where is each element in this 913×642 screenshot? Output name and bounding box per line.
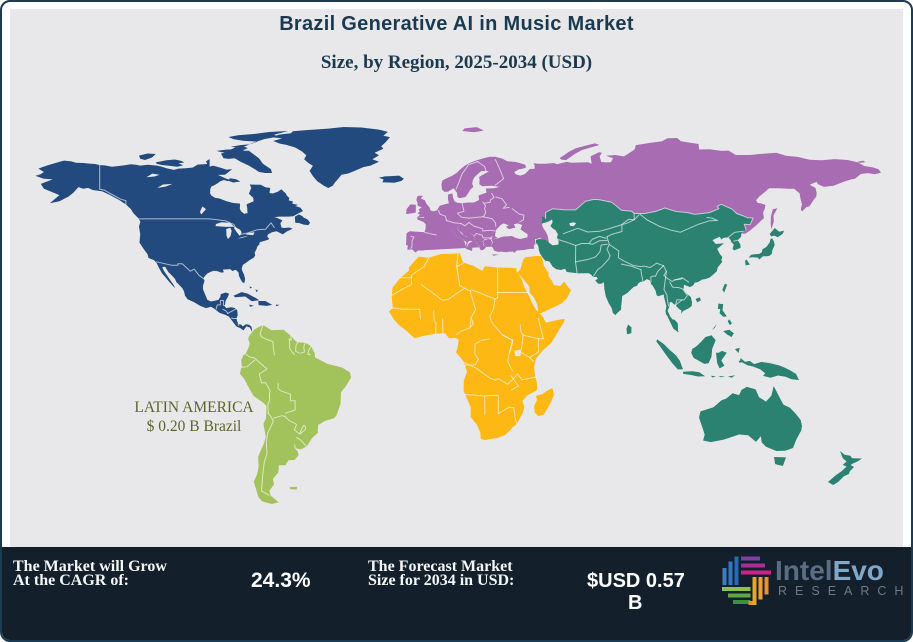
svg-text:IntelEvo: IntelEvo	[775, 555, 884, 586]
svg-text:RESEARCH: RESEARCH	[778, 584, 911, 598]
